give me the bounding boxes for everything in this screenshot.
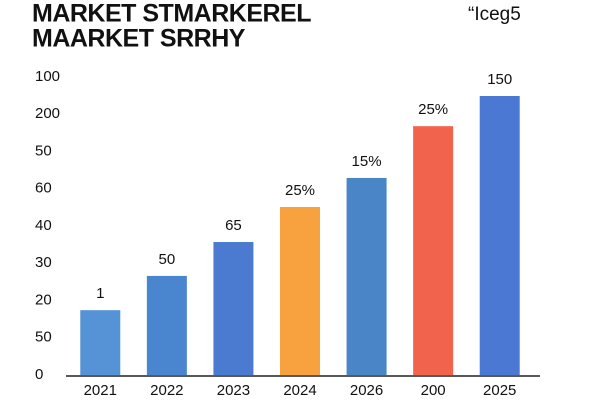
bar-label: 25% bbox=[418, 101, 448, 118]
bar bbox=[80, 310, 121, 375]
chart-title: MAARKET SRRHY bbox=[32, 25, 246, 53]
y-tick-label: 200 bbox=[35, 105, 60, 122]
y-tick-label: 40 bbox=[35, 217, 52, 234]
y-tick-label: 20 bbox=[35, 291, 52, 308]
y-tick-label: 60 bbox=[35, 180, 52, 197]
x-tick-label: 2026 bbox=[350, 382, 383, 399]
bar-label: 65 bbox=[225, 217, 242, 234]
bar-label: 15% bbox=[352, 153, 382, 170]
bar-label: 25% bbox=[285, 182, 315, 199]
y-tick-label: 50 bbox=[35, 329, 52, 346]
bar-label: 1 bbox=[96, 285, 104, 302]
bar bbox=[213, 242, 254, 375]
x-tick-label: 2023 bbox=[217, 382, 250, 399]
x-tick-label: 2024 bbox=[283, 382, 316, 399]
bar bbox=[146, 275, 187, 375]
x-tick-label: 2022 bbox=[150, 382, 183, 399]
x-tick-label: 2021 bbox=[84, 382, 117, 399]
y-tick-label: 50 bbox=[35, 142, 52, 159]
bar bbox=[280, 207, 320, 375]
x-tick-label: 2025 bbox=[483, 382, 516, 399]
bar bbox=[479, 95, 520, 375]
bar bbox=[413, 126, 454, 375]
y-tick-label: 30 bbox=[35, 254, 52, 271]
chart-title: MARKET STMARKEREL bbox=[32, 0, 311, 28]
y-tick-label: 100 bbox=[35, 68, 60, 85]
bar-label: 50 bbox=[159, 251, 176, 268]
bar bbox=[346, 177, 387, 375]
y-tick-label: 0 bbox=[35, 366, 43, 383]
corner-text: “Iceg5 bbox=[468, 4, 521, 25]
x-tick-label: 200 bbox=[421, 382, 446, 399]
bar-label: 150 bbox=[487, 71, 512, 88]
